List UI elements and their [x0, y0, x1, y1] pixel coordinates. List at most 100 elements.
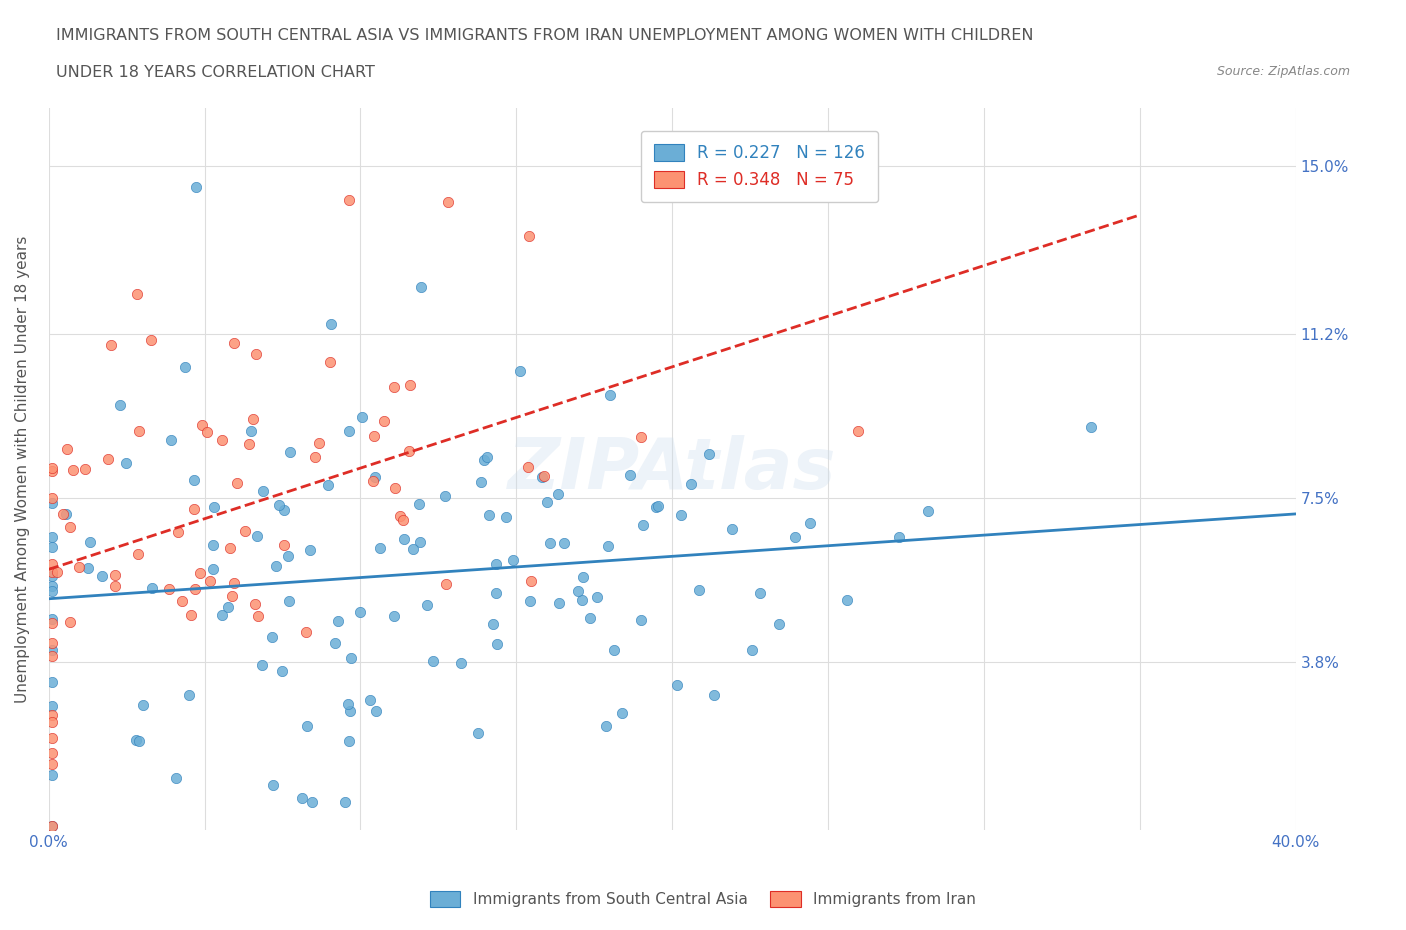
- Point: [619, 468, 641, 483]
- Point: [75, 461, 97, 476]
- Point: [783, 529, 806, 544]
- Point: [339, 703, 361, 718]
- Point: [301, 795, 323, 810]
- Point: [125, 732, 148, 747]
- Point: [41, 491, 63, 506]
- Point: [128, 733, 150, 748]
- Text: UNDER 18 YEARS CORRELATION CHART: UNDER 18 YEARS CORRELATION CHART: [56, 65, 375, 80]
- Point: [337, 423, 360, 438]
- Point: [768, 617, 790, 631]
- Point: [359, 692, 381, 707]
- Point: [186, 179, 208, 194]
- Point: [41, 731, 63, 746]
- Point: [323, 636, 346, 651]
- Legend: Immigrants from South Central Asia, Immigrants from Iran: Immigrants from South Central Asia, Immi…: [423, 884, 983, 913]
- Point: [41, 674, 63, 689]
- Point: [271, 664, 294, 679]
- Point: [304, 449, 326, 464]
- Point: [486, 636, 509, 651]
- Point: [349, 604, 371, 619]
- Point: [127, 286, 149, 301]
- Point: [319, 316, 342, 331]
- Point: [478, 508, 501, 523]
- Point: [402, 541, 425, 556]
- Point: [337, 734, 360, 749]
- Point: [472, 453, 495, 468]
- Point: [41, 578, 63, 593]
- Point: [211, 607, 233, 622]
- Point: [382, 379, 405, 394]
- Point: [340, 650, 363, 665]
- Point: [41, 643, 63, 658]
- Point: [91, 568, 114, 583]
- Point: [240, 424, 263, 439]
- Point: [41, 746, 63, 761]
- Point: [195, 425, 218, 440]
- Point: [630, 429, 652, 444]
- Point: [264, 559, 287, 574]
- Legend: R = 0.227   N = 126, R = 0.348   N = 75: R = 0.227 N = 126, R = 0.348 N = 75: [641, 131, 879, 202]
- Text: ZIPAtlas: ZIPAtlas: [508, 434, 837, 503]
- Point: [398, 444, 420, 458]
- Point: [665, 677, 688, 692]
- Point: [128, 424, 150, 439]
- Point: [681, 476, 703, 491]
- Point: [41, 708, 63, 723]
- Point: [183, 502, 205, 517]
- Point: [699, 446, 721, 461]
- Point: [141, 580, 163, 595]
- Point: [41, 649, 63, 664]
- Point: [596, 538, 619, 553]
- Point: [647, 498, 669, 513]
- Point: [56, 442, 79, 457]
- Point: [100, 338, 122, 352]
- Point: [502, 552, 524, 567]
- Point: [688, 582, 710, 597]
- Point: [721, 522, 744, 537]
- Point: [422, 653, 444, 668]
- Text: Source: ZipAtlas.com: Source: ZipAtlas.com: [1216, 65, 1350, 78]
- Point: [530, 470, 553, 485]
- Text: IMMIGRANTS FROM SOUTH CENTRAL ASIA VS IMMIGRANTS FROM IRAN UNEMPLOYMENT AMONG WO: IMMIGRANTS FROM SOUTH CENTRAL ASIA VS IM…: [56, 28, 1033, 43]
- Point: [41, 818, 63, 833]
- Point: [41, 460, 63, 475]
- Point: [132, 698, 155, 713]
- Point: [226, 475, 249, 490]
- Point: [41, 698, 63, 713]
- Point: [59, 519, 82, 534]
- Point: [509, 364, 531, 379]
- Point: [160, 433, 183, 448]
- Point: [548, 595, 571, 610]
- Point: [55, 507, 77, 522]
- Point: [572, 570, 595, 585]
- Point: [389, 509, 412, 524]
- Point: [278, 445, 301, 459]
- Point: [291, 790, 314, 805]
- Point: [41, 529, 63, 544]
- Point: [917, 504, 939, 519]
- Point: [485, 586, 508, 601]
- Point: [612, 706, 634, 721]
- Point: [188, 565, 211, 580]
- Point: [748, 586, 770, 601]
- Point: [470, 475, 492, 490]
- Point: [41, 539, 63, 554]
- Point: [211, 432, 233, 447]
- Point: [41, 495, 63, 510]
- Y-axis label: Unemployment Among Women with Children Under 18 years: Unemployment Among Women with Children U…: [15, 235, 30, 703]
- Point: [846, 423, 869, 438]
- Point: [114, 456, 136, 471]
- Point: [41, 818, 63, 833]
- Point: [373, 413, 395, 428]
- Point: [434, 577, 457, 591]
- Point: [408, 497, 430, 512]
- Point: [553, 536, 575, 551]
- Point: [41, 756, 63, 771]
- Point: [436, 194, 458, 209]
- Point: [139, 332, 162, 347]
- Point: [221, 589, 243, 604]
- Point: [409, 280, 432, 295]
- Point: [399, 378, 422, 392]
- Point: [482, 617, 505, 631]
- Point: [370, 540, 392, 555]
